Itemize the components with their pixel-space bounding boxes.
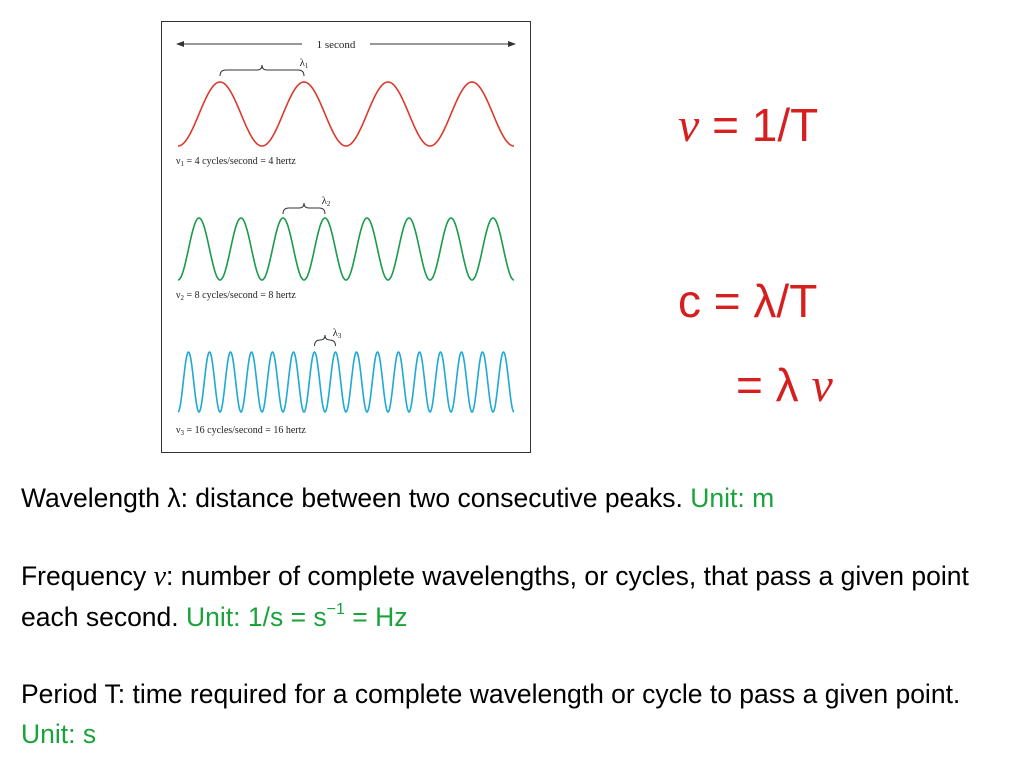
lambda-1-brace bbox=[219, 64, 305, 77]
lambda-2-brace bbox=[282, 202, 326, 215]
wave-3-curve bbox=[177, 351, 515, 413]
frequency-unit-exponent: −1 bbox=[326, 601, 345, 619]
formula-2-text: c = λ/T bbox=[678, 275, 818, 327]
duration-label: 1 second bbox=[317, 39, 356, 51]
wavelength-text: Wavelength λ: distance between two conse… bbox=[21, 483, 691, 513]
wave-3-group: λ3 ν3 = 16 cycles/second = 16 hertz bbox=[176, 327, 515, 437]
formula-3-prefix: = λ bbox=[736, 359, 812, 411]
wave-2-curve bbox=[177, 217, 515, 281]
wave-1-curve bbox=[177, 81, 515, 147]
lambda-2-label: λ2 bbox=[322, 195, 331, 208]
frequency-unit-prefix: Unit: 1/s = s bbox=[186, 602, 327, 632]
wave-2-group: λ2 ν2 = 8 cycles/second = 8 hertz bbox=[176, 195, 515, 302]
formula-frequency-period: ν = 1/T bbox=[678, 102, 818, 150]
wave-3-caption: ν3 = 16 cycles/second = 16 hertz bbox=[176, 425, 306, 437]
wave-2-caption: ν2 = 8 cycles/second = 8 hertz bbox=[176, 290, 296, 302]
nu-symbol: ν bbox=[811, 359, 833, 412]
lambda-3-brace bbox=[314, 334, 336, 347]
frequency-unit-suffix: = Hz bbox=[344, 602, 408, 632]
period-definition: Period T: time required for a complete w… bbox=[21, 674, 1011, 754]
period-unit: Unit: s bbox=[21, 719, 97, 749]
wave-figure-svg: 1 second λ1 ν1 = 4 cycles/second = 4 her… bbox=[176, 39, 516, 437]
frequency-unit: Unit: 1/s = s−1 = Hz bbox=[186, 602, 408, 632]
nu-symbol: ν bbox=[153, 561, 167, 592]
formula-speed-wavelength-frequency: = λ ν bbox=[736, 362, 833, 410]
lambda-3-label: λ3 bbox=[333, 327, 342, 340]
period-text: Period T: time required for a complete w… bbox=[21, 679, 961, 709]
frequency-term: Frequency bbox=[21, 561, 154, 591]
formula-speed-wavelength-period: c = λ/T bbox=[678, 278, 817, 324]
wavelength-unit: Unit: m bbox=[690, 483, 775, 513]
formula-1-rest: = 1/T bbox=[699, 99, 819, 151]
wave-1-group: λ1 ν1 = 4 cycles/second = 4 hertz bbox=[176, 57, 515, 168]
frequency-text: : number of complete wavelengths, or cyc… bbox=[21, 561, 969, 632]
frequency-definition: Frequency ν: number of complete waveleng… bbox=[21, 556, 1011, 637]
lambda-1-label: λ1 bbox=[300, 57, 309, 70]
wave-figure: 1 second λ1 ν1 = 4 cycles/second = 4 her… bbox=[161, 21, 531, 453]
wave-1-caption: ν1 = 4 cycles/second = 4 hertz bbox=[176, 156, 296, 168]
nu-symbol: ν bbox=[678, 99, 700, 152]
duration-arrow: 1 second bbox=[176, 39, 516, 51]
wavelength-definition: Wavelength λ: distance between two conse… bbox=[21, 478, 1011, 518]
